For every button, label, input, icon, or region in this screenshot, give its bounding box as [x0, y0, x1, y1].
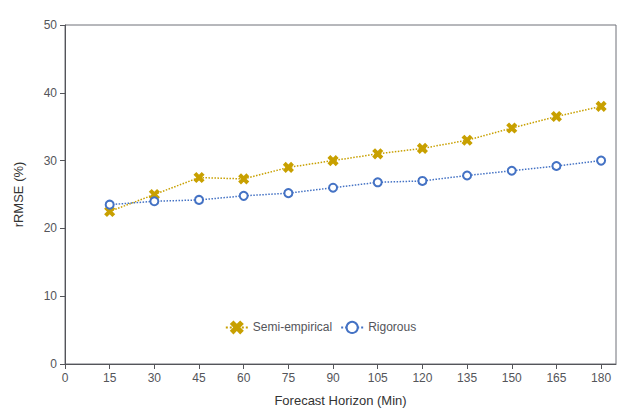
svg-text:Rigorous: Rigorous: [368, 320, 416, 334]
svg-text:Semi-empirical: Semi-empirical: [253, 320, 332, 334]
svg-text:Forecast Horizon (Min): Forecast Horizon (Min): [274, 393, 406, 408]
svg-text:50: 50: [44, 18, 58, 32]
svg-text:135: 135: [457, 371, 477, 385]
svg-text:150: 150: [502, 371, 522, 385]
svg-text:180: 180: [591, 371, 611, 385]
svg-text:15: 15: [103, 371, 117, 385]
svg-text:75: 75: [282, 371, 296, 385]
svg-text:45: 45: [192, 371, 206, 385]
svg-text:90: 90: [326, 371, 340, 385]
svg-text:0: 0: [62, 371, 69, 385]
svg-text:rRMSE (%): rRMSE (%): [11, 162, 26, 228]
svg-text:40: 40: [44, 86, 58, 100]
svg-text:0: 0: [50, 357, 57, 371]
svg-text:10: 10: [44, 289, 58, 303]
svg-text:120: 120: [412, 371, 432, 385]
svg-text:30: 30: [148, 371, 162, 385]
svg-text:60: 60: [237, 371, 251, 385]
svg-text:165: 165: [546, 371, 566, 385]
svg-text:20: 20: [44, 221, 58, 235]
svg-text:105: 105: [368, 371, 388, 385]
svg-text:30: 30: [44, 154, 58, 168]
